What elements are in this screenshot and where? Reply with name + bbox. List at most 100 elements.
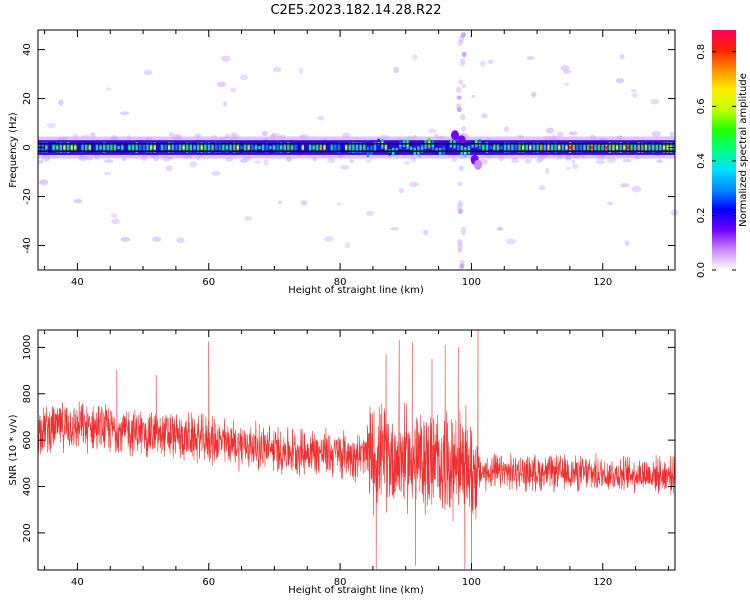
band-cell [261,143,265,152]
band-peak-cell [113,145,117,150]
speckle [216,81,227,87]
speckle [230,87,237,93]
band-peak-cell [243,145,247,150]
colorbar-gradient [712,30,736,270]
band-peak-cell [605,145,608,150]
band-cell [334,142,337,153]
snr-x-tick-label: 60 [202,577,215,588]
band-peak-cell [565,145,568,150]
band-cell [446,141,449,153]
speckle [631,185,642,193]
spectrogram-frame [37,29,676,271]
band-peak-cell [568,145,572,150]
band-cell [308,143,312,152]
speckle [244,216,253,222]
band-peak-cell [52,145,55,150]
band-peak-cell [290,145,294,150]
band-cell [326,142,330,153]
band-cell [106,143,109,152]
band-peak-cell [529,145,532,150]
distortion-blob [457,135,466,146]
spectrogram-x-tick-label: 120 [593,277,612,288]
band-peak-cell [540,145,543,150]
colorbar-tick-label: 0.0 [696,262,707,278]
band-peak-cell [247,145,250,150]
speckle [222,101,228,107]
band-peak-cell [410,146,413,150]
band-cell [207,142,211,153]
band-peak-cell [652,145,655,150]
band-cell [644,143,648,153]
speckle [390,227,399,231]
speckle [324,236,334,242]
speckle [39,179,49,186]
band-cell [630,143,633,152]
speckle [565,166,571,170]
band-peak-cell [550,145,554,150]
band-cell [655,143,658,152]
speckle [622,158,632,163]
speckle [152,236,162,243]
band-cell [370,145,373,156]
band-peak-cell [225,145,229,150]
band-peak-cell [637,145,640,150]
speckle [298,67,304,75]
distortion-blob [451,130,460,141]
band-peak-cell [269,145,272,150]
band-peak-cell [420,146,424,151]
speckle [422,229,429,236]
band-peak-cell [258,145,261,150]
figure-title: C2E5.2023.182.14.28.R22 [270,3,441,18]
band-cell [594,143,597,152]
band-cell [554,142,557,153]
band-cell [171,142,174,153]
broadband-speckle [461,83,467,88]
speckle [239,158,248,163]
band-peak-cell [482,145,485,150]
snr-y-ticks: 200 400 600 800 1000 [22,335,675,542]
band-peak-cell [666,145,669,150]
band-cell [124,142,127,153]
band-cell [135,142,138,153]
band-peak-cell [153,145,156,150]
speckle [620,183,630,188]
band-cell [503,142,507,153]
speckle [73,199,83,204]
speckle [300,200,308,206]
band-cell [316,143,319,152]
speckle [366,159,371,163]
band-peak-cell [189,145,192,150]
band-peak-cell [507,145,510,150]
spectrogram-x-label: Height of straight line (km) [288,285,424,296]
band-peak-cell [272,145,276,150]
band-cell [337,142,341,153]
band-peak-cell [117,145,120,150]
speckle [344,242,351,249]
band-cell [48,142,52,153]
band-peak-cell [182,145,185,150]
band-peak-cell [121,145,124,150]
band-peak-cell [70,145,73,150]
speckle [669,131,674,138]
snr-x-label: Height of straight line (km) [288,585,424,596]
snr-x-ticks: 40 60 80 100 120 [44,330,669,588]
speckle [176,237,185,244]
reference-lines [38,143,675,153]
broadband-speckle [459,263,465,270]
speckle [556,131,564,138]
speckle [545,127,555,134]
band-cell [619,142,622,153]
speckle [340,165,350,170]
band-peak-cell [193,145,196,150]
speckle [261,130,268,137]
band-cell [157,142,160,153]
speckle [119,111,130,116]
spectrogram-x-ticks: 40 60 80 100 120 [44,30,669,288]
speckle [111,218,120,225]
band-peak-cell [149,145,153,150]
speckle [189,161,198,168]
broadband-speckle [461,126,467,132]
speckle [631,93,638,98]
band-peak-cell [558,145,561,150]
snr-x-tick-label: 120 [593,577,612,588]
